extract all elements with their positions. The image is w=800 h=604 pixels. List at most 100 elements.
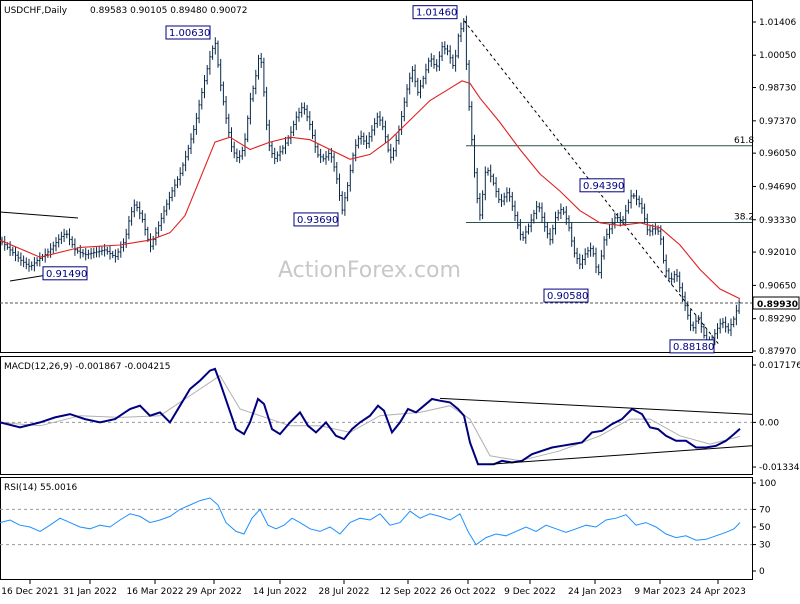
candle	[678, 271, 681, 293]
candle	[581, 254, 584, 269]
candle	[673, 270, 676, 283]
candle	[176, 176, 179, 189]
candle	[187, 144, 190, 161]
candle	[165, 199, 168, 216]
candle	[11, 246, 14, 256]
candle	[621, 215, 625, 225]
candle	[216, 40, 220, 68]
candle	[327, 149, 330, 161]
candle	[473, 134, 476, 178]
moving-average-line	[0, 80, 741, 300]
candle	[57, 234, 60, 248]
candle	[403, 97, 406, 122]
candle	[427, 57, 430, 74]
candle	[386, 134, 390, 153]
candle	[197, 99, 201, 124]
xtick-label: 9 Dec 2022	[504, 587, 556, 597]
candle	[551, 224, 554, 244]
candle	[578, 253, 581, 270]
candle	[98, 245, 101, 258]
candle	[149, 233, 152, 253]
price-label-box-5	[669, 339, 715, 354]
candle	[38, 252, 41, 267]
price-ytick-label: 1.01406	[759, 18, 796, 28]
candle	[508, 187, 511, 202]
candle	[592, 245, 595, 257]
candle	[567, 215, 571, 232]
price-ytick-label: 0.92010	[759, 248, 796, 258]
candle	[397, 125, 401, 145]
candle	[338, 173, 341, 201]
candle	[378, 111, 382, 126]
candle	[640, 197, 644, 214]
xtick-label: 16 Mar 2022	[126, 587, 183, 597]
candle	[257, 54, 260, 80]
rsi-header: RSI(14) 55.0016	[4, 483, 77, 493]
candle	[635, 189, 638, 206]
candle	[597, 264, 600, 276]
candle	[727, 323, 730, 334]
price-label-6: 0.91490	[46, 269, 87, 280]
candle	[195, 112, 198, 135]
candle	[627, 199, 630, 214]
candle	[270, 141, 274, 159]
candle	[395, 134, 398, 157]
candle	[559, 203, 563, 220]
candle	[222, 81, 225, 106]
fib-label-0: 61.8	[734, 136, 754, 146]
macd-ytick-label: 0.017176	[759, 361, 800, 371]
xtick-label: 24 Apr 2023	[690, 587, 746, 597]
candle	[206, 64, 209, 85]
candle	[8, 241, 12, 257]
price-label-box-3	[579, 178, 625, 193]
candle	[557, 209, 560, 221]
candle	[68, 228, 71, 246]
price-ytick-label: 0.97370	[759, 117, 796, 127]
xtick-label: 16 Dec 2021	[1, 587, 59, 597]
candle	[208, 50, 212, 75]
candle	[638, 195, 641, 208]
macd-plot	[0, 367, 753, 466]
rsi-ytick-label: 100	[759, 479, 776, 489]
price-header-ohlc: 0.89583 0.90105 0.89480 0.90072	[90, 6, 248, 16]
candle	[281, 145, 284, 155]
xtick-label: 24 Jan 2023	[568, 587, 622, 597]
macd-pane-border	[0, 356, 753, 475]
price-header-symbol: USDCHF,Daily	[4, 6, 68, 16]
candle	[154, 227, 158, 246]
candle	[648, 224, 652, 237]
candle	[324, 150, 328, 165]
candle	[368, 131, 371, 149]
current-price-label: 0.89930	[757, 300, 798, 310]
candle	[519, 219, 522, 241]
candle	[459, 22, 463, 43]
candle	[276, 151, 279, 163]
candle	[538, 202, 541, 213]
candle	[524, 225, 527, 244]
candle	[60, 231, 63, 245]
candle	[535, 200, 538, 220]
candle	[319, 148, 322, 164]
candle	[292, 120, 295, 137]
candle	[114, 249, 117, 263]
candle	[233, 141, 236, 159]
candle	[470, 101, 473, 146]
candle	[503, 192, 506, 206]
price-label-box-4	[543, 288, 589, 303]
candle	[49, 243, 52, 258]
candle	[295, 111, 298, 131]
candle	[494, 177, 498, 198]
candle	[667, 267, 671, 282]
candle	[432, 54, 436, 69]
candle	[119, 241, 122, 258]
candle	[457, 33, 460, 59]
rsi-ytick-label: 0	[759, 567, 765, 577]
candle	[373, 118, 376, 136]
candle	[81, 249, 85, 258]
candle	[530, 213, 533, 233]
candle	[35, 257, 39, 267]
candle	[19, 252, 23, 266]
candle	[287, 135, 290, 147]
candle	[305, 104, 309, 122]
